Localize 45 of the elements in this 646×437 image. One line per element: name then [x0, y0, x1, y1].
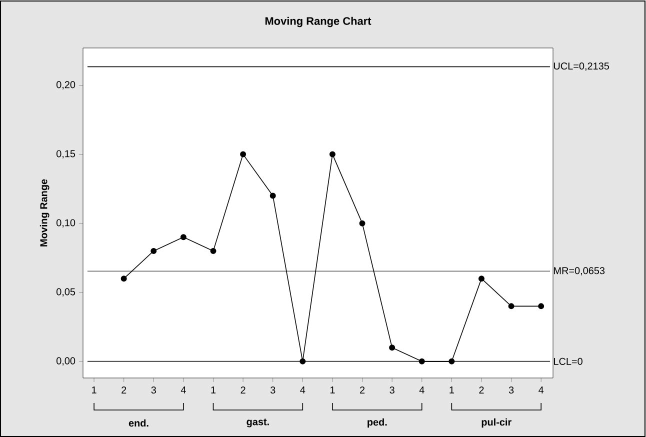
- x-tick-label: 4: [300, 386, 306, 394]
- chart-title: Moving Range Chart: [265, 16, 372, 28]
- y-tick-label: 0,15: [56, 150, 76, 158]
- x-tick-label: 3: [390, 386, 394, 394]
- text: pul-cir: [482, 418, 512, 428]
- ref-line-label: LCL=0: [554, 358, 582, 365]
- point: [210, 248, 216, 254]
- x-tick-label: 1: [92, 386, 96, 394]
- text: gast.: [246, 418, 269, 428]
- ref-line-label: MR=0,0653: [554, 267, 605, 276]
- point: [508, 303, 514, 310]
- point: [329, 151, 336, 158]
- x-tick-label: 1: [330, 386, 335, 394]
- x-tick-label: 4: [180, 386, 186, 394]
- point: [389, 344, 396, 351]
- y-tick-label: 0,05: [56, 288, 76, 296]
- point: [180, 234, 186, 240]
- y-tick-label: 0,00: [56, 357, 76, 366]
- x-tick-label: 3: [270, 386, 276, 394]
- text: ped.: [368, 418, 387, 428]
- point: [478, 276, 484, 282]
- x-tick-label: 1: [450, 386, 454, 394]
- point: [240, 151, 246, 158]
- y-axis-title: Moving Range: [40, 179, 50, 246]
- text: end.: [128, 419, 148, 427]
- x-tick-label: 2: [240, 386, 246, 394]
- y-tick-label: 0,20: [56, 81, 76, 90]
- x-tick-label: 3: [508, 386, 514, 394]
- point: [120, 276, 127, 282]
- x-tick-label: 2: [360, 386, 365, 394]
- point: [270, 192, 276, 199]
- x-tick-label: 4: [538, 386, 544, 394]
- point: [300, 358, 306, 364]
- x-tick-label: 4: [419, 386, 424, 394]
- point: [538, 303, 544, 310]
- point: [418, 358, 425, 364]
- x-tick-label: 1: [211, 386, 216, 394]
- x-tick-label: 2: [122, 386, 126, 394]
- x-tick-label: 2: [479, 386, 484, 394]
- y-tick-label: 0,10: [56, 219, 76, 228]
- x-tick-label: 3: [151, 386, 156, 394]
- point: [150, 248, 157, 254]
- point: [359, 220, 366, 226]
- ref-line-label: UCL=0,2135: [554, 62, 609, 71]
- point: [448, 358, 455, 364]
